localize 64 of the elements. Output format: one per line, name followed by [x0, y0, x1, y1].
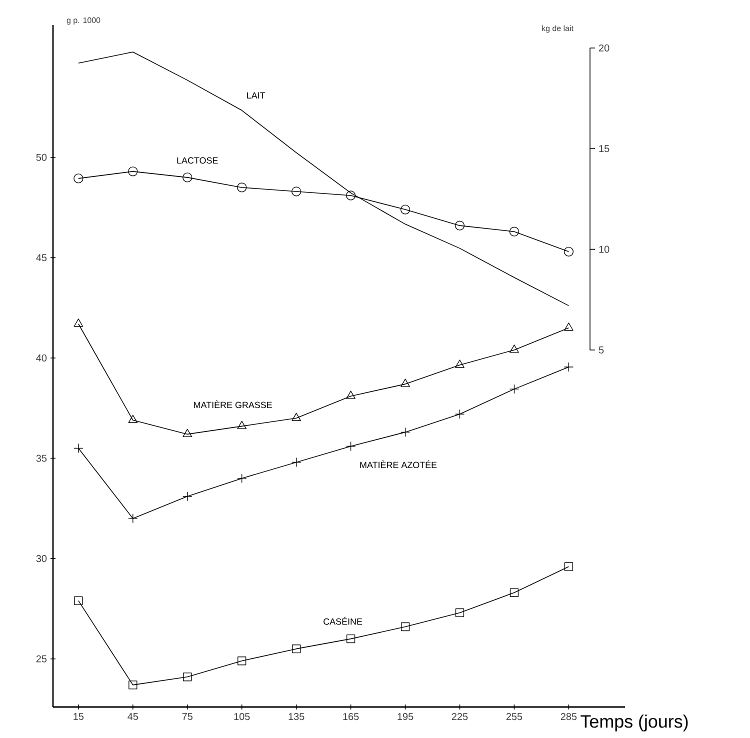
point — [509, 384, 520, 394]
point — [454, 220, 465, 230]
x-tick-label: 225 — [452, 713, 468, 720]
y-tick-label: 45 — [36, 254, 47, 262]
y-tick-label: 35 — [36, 454, 47, 462]
point — [292, 644, 301, 654]
point — [564, 322, 574, 331]
point — [292, 457, 302, 468]
point — [454, 409, 465, 419]
x-tick-label: 15 — [74, 713, 84, 720]
point — [400, 378, 410, 387]
point — [510, 344, 519, 353]
point — [183, 672, 192, 682]
point — [346, 634, 356, 644]
point — [128, 680, 138, 690]
point — [182, 428, 192, 438]
series-label: MATIÈRE AZOTÉE — [360, 460, 437, 468]
x-axis-title: Temps (jours) — [580, 714, 688, 732]
series-label: CASÉINE — [324, 616, 362, 625]
point — [237, 420, 247, 430]
x-tick-label: 195 — [398, 713, 414, 720]
x-tick-label: 165 — [343, 713, 359, 720]
x-tick-label: 45 — [128, 713, 138, 720]
x-tick-label: 135 — [288, 713, 304, 720]
series-label: LAIT — [247, 92, 266, 98]
point — [455, 608, 464, 618]
y2-tick-label: 15 — [599, 145, 610, 152]
point — [346, 190, 356, 200]
y-tick-label: 25 — [36, 655, 47, 662]
point — [74, 174, 84, 184]
y-tick-label: 40 — [36, 354, 47, 362]
x-tick-label: 105 — [234, 713, 250, 720]
point — [128, 166, 138, 176]
series-label: MATIÈRE GRASSE — [194, 400, 272, 408]
y-tick-label: 30 — [36, 555, 47, 562]
point — [238, 656, 246, 666]
line-series — [78, 52, 570, 306]
x-tick-label: 285 — [560, 713, 577, 720]
point — [346, 390, 356, 399]
x-tick-label: 255 — [506, 713, 522, 720]
series-label: LACTOSE — [177, 157, 218, 164]
point — [128, 414, 138, 423]
point — [74, 443, 84, 454]
point — [400, 204, 410, 214]
point — [400, 622, 410, 632]
point — [510, 588, 519, 597]
point — [400, 427, 410, 438]
y2-tick-label: 20 — [599, 44, 610, 52]
point — [74, 596, 83, 606]
point — [564, 562, 574, 571]
y-tick-label: 50 — [36, 154, 47, 161]
y2-tick-label: 5 — [598, 346, 604, 354]
point — [292, 412, 301, 421]
point — [292, 186, 302, 196]
point — [564, 362, 574, 372]
y2-tick-label: 10 — [599, 246, 610, 253]
point — [237, 182, 247, 192]
point — [455, 360, 464, 368]
point — [346, 441, 356, 452]
point — [182, 172, 192, 182]
point — [564, 246, 574, 256]
point — [509, 226, 520, 236]
point — [74, 318, 84, 327]
x-tick-label: 75 — [182, 713, 192, 720]
